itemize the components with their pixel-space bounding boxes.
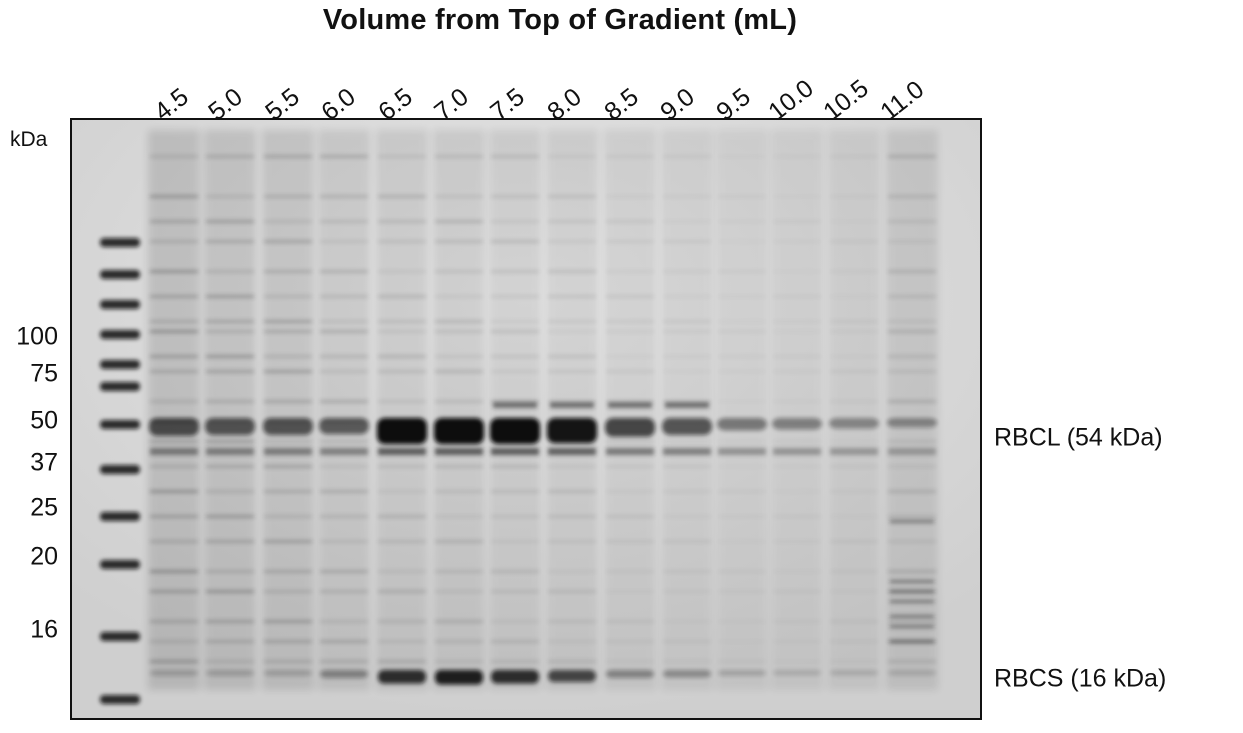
gel-lane — [828, 130, 880, 690]
mw-marker-label: 50 — [30, 406, 58, 435]
mw-marker-label: 16 — [30, 615, 58, 644]
mw-marker-label: 75 — [30, 359, 58, 388]
gel-lane — [433, 130, 485, 690]
gel-lane — [771, 130, 823, 690]
gel-lane — [148, 130, 200, 690]
gel-lane — [204, 130, 256, 690]
ladder-band — [100, 560, 140, 569]
gel-lane — [661, 130, 713, 690]
ladder-band — [100, 270, 140, 279]
gel-lane — [318, 130, 370, 690]
mw-marker-label: 20 — [30, 542, 58, 571]
gel-lane — [886, 130, 938, 690]
mw-unit-label: kDa — [10, 128, 48, 151]
ladder-band — [100, 382, 140, 391]
mw-marker-label: 37 — [30, 448, 58, 477]
ladder-band — [100, 695, 140, 704]
gel-lane — [546, 130, 598, 690]
gel-lane — [489, 130, 541, 690]
mw-marker-label: 25 — [30, 493, 58, 522]
ladder-band — [100, 512, 140, 521]
ladder-band — [100, 420, 140, 429]
gel-lane — [376, 130, 428, 690]
gel-image — [70, 118, 982, 720]
rbcl-band-label: RBCL (54 kDa) — [994, 423, 1163, 452]
gel-lane — [262, 130, 314, 690]
ladder-band — [100, 300, 140, 309]
ladder-band — [100, 330, 140, 339]
mw-marker-label: 100 — [16, 322, 58, 351]
ladder-band — [100, 238, 140, 247]
ladder-band — [100, 360, 140, 369]
ladder-band — [100, 465, 140, 474]
gel-lane — [604, 130, 656, 690]
ladder-band — [100, 632, 140, 641]
rbcs-band-label: RBCS (16 kDa) — [994, 664, 1167, 693]
gel-lane — [716, 130, 768, 690]
gel-title: Volume from Top of Gradient (mL) — [322, 4, 798, 36]
